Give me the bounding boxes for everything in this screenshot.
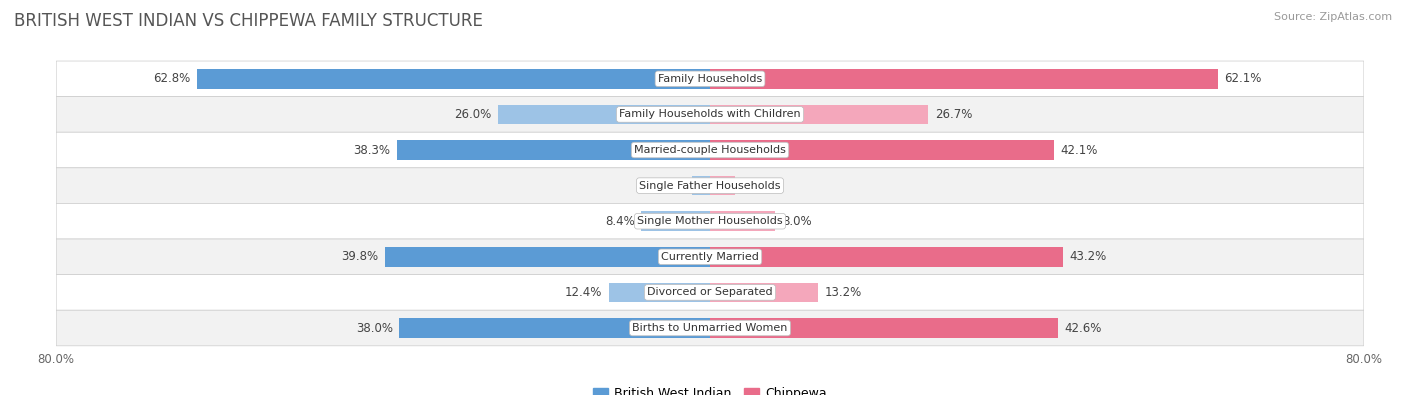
Text: 38.3%: 38.3% xyxy=(353,143,391,156)
Text: Divorced or Separated: Divorced or Separated xyxy=(647,288,773,297)
Text: 2.2%: 2.2% xyxy=(655,179,686,192)
Text: Family Households: Family Households xyxy=(658,74,762,84)
FancyBboxPatch shape xyxy=(56,61,1364,97)
Text: 8.4%: 8.4% xyxy=(605,215,636,228)
Text: 8.0%: 8.0% xyxy=(782,215,811,228)
Text: Single Mother Households: Single Mother Households xyxy=(637,216,783,226)
Bar xyxy=(396,140,710,160)
FancyBboxPatch shape xyxy=(56,97,1364,132)
Text: 38.0%: 38.0% xyxy=(356,322,392,335)
Bar xyxy=(385,247,710,267)
Text: BRITISH WEST INDIAN VS CHIPPEWA FAMILY STRUCTURE: BRITISH WEST INDIAN VS CHIPPEWA FAMILY S… xyxy=(14,12,482,30)
FancyBboxPatch shape xyxy=(56,239,1364,275)
Text: 39.8%: 39.8% xyxy=(342,250,378,263)
Bar xyxy=(399,318,710,338)
Bar xyxy=(710,247,1063,267)
Bar xyxy=(609,283,710,302)
Text: 42.6%: 42.6% xyxy=(1064,322,1102,335)
Text: 62.8%: 62.8% xyxy=(153,72,190,85)
Text: 3.1%: 3.1% xyxy=(742,179,772,192)
Bar xyxy=(710,176,735,196)
Text: 43.2%: 43.2% xyxy=(1070,250,1107,263)
FancyBboxPatch shape xyxy=(56,275,1364,310)
Bar xyxy=(710,69,1218,88)
Bar xyxy=(710,105,928,124)
Bar xyxy=(710,140,1054,160)
Bar xyxy=(710,211,776,231)
Text: 12.4%: 12.4% xyxy=(565,286,602,299)
Text: Currently Married: Currently Married xyxy=(661,252,759,262)
Legend: British West Indian, Chippewa: British West Indian, Chippewa xyxy=(588,382,832,395)
Text: 26.0%: 26.0% xyxy=(454,108,491,121)
Text: 42.1%: 42.1% xyxy=(1060,143,1098,156)
FancyBboxPatch shape xyxy=(56,203,1364,239)
Bar xyxy=(710,318,1059,338)
Text: Family Households with Children: Family Households with Children xyxy=(619,109,801,119)
Bar xyxy=(692,176,710,196)
Text: 26.7%: 26.7% xyxy=(935,108,972,121)
Bar xyxy=(641,211,710,231)
Text: Births to Unmarried Women: Births to Unmarried Women xyxy=(633,323,787,333)
FancyBboxPatch shape xyxy=(56,168,1364,203)
Text: 62.1%: 62.1% xyxy=(1225,72,1261,85)
Text: 13.2%: 13.2% xyxy=(824,286,862,299)
Text: Single Father Households: Single Father Households xyxy=(640,181,780,191)
FancyBboxPatch shape xyxy=(56,132,1364,168)
Bar xyxy=(710,283,818,302)
Text: Married-couple Households: Married-couple Households xyxy=(634,145,786,155)
FancyBboxPatch shape xyxy=(56,310,1364,346)
Bar xyxy=(498,105,710,124)
Bar xyxy=(197,69,710,88)
Text: Source: ZipAtlas.com: Source: ZipAtlas.com xyxy=(1274,12,1392,22)
